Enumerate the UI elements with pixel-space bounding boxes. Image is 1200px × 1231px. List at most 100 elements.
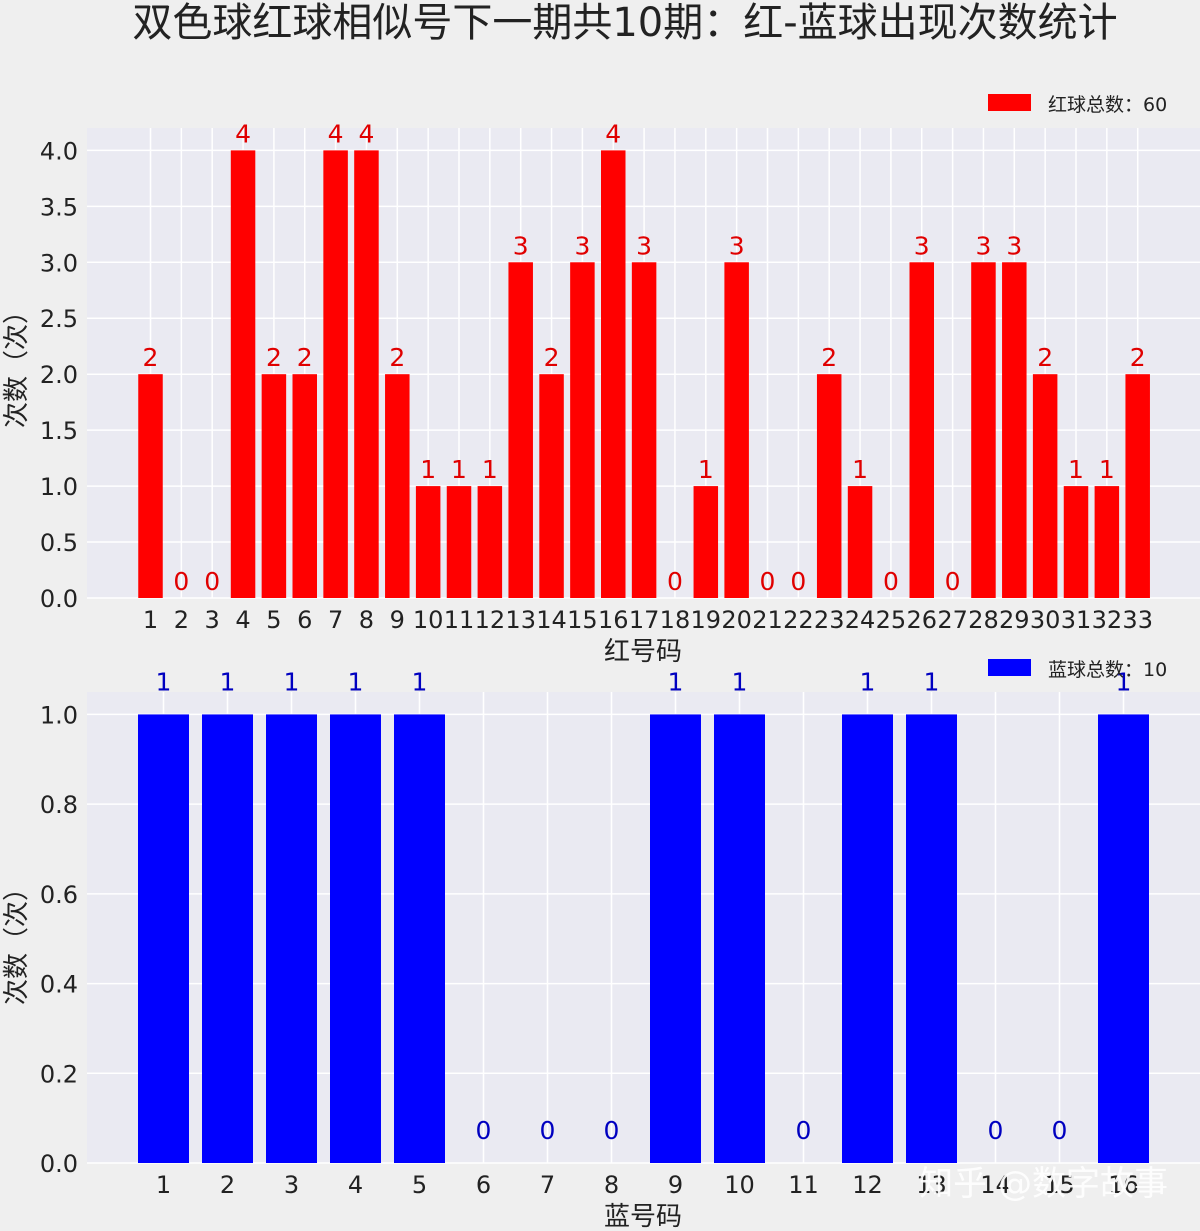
x-tick-label: 4 [235, 606, 250, 634]
bar-value-label: 0 [540, 1116, 556, 1145]
bar-value-label: 1 [348, 667, 364, 696]
bar-value-label: 2 [1130, 343, 1146, 372]
bar-13 [906, 714, 957, 1163]
bar-value-label: 2 [266, 343, 282, 372]
bar-9 [385, 374, 410, 598]
bar-14 [539, 374, 564, 598]
legend-swatch [988, 659, 1031, 676]
bar-value-label: 1 [924, 667, 940, 696]
bar-5 [394, 714, 445, 1163]
chart-title: 双色球红球相似号下一期共10期：红-蓝球出现次数统计 [132, 0, 1117, 46]
bar-value-label: 1 [668, 667, 684, 696]
bar-5 [261, 374, 287, 598]
x-axis-label: 红号码 [604, 637, 682, 667]
bar-value-label: 1 [852, 455, 868, 484]
x-tick-label: 18 [660, 606, 691, 634]
bar-2 [202, 714, 253, 1163]
bar-value-label: 4 [358, 119, 374, 148]
bar-value-label: 0 [760, 567, 776, 596]
bar-value-label: 3 [975, 231, 991, 260]
bar-value-label: 0 [988, 1116, 1004, 1145]
bar-16 [1098, 714, 1149, 1163]
bar-value-label: 4 [328, 119, 344, 148]
y-tick-label: 0.0 [40, 1150, 78, 1178]
x-tick-label: 11 [788, 1171, 819, 1199]
watermark: 知乎 @数字故事 [919, 1164, 1168, 1204]
x-tick-label: 7 [540, 1171, 555, 1199]
x-tick-label: 10 [413, 606, 444, 634]
y-tick-label: 2.0 [40, 361, 78, 389]
bar-28 [971, 262, 996, 598]
x-tick-label: 6 [476, 1171, 491, 1199]
bar-value-label: 0 [1052, 1116, 1068, 1145]
x-tick-label: 5 [412, 1171, 427, 1199]
bar-value-label: 0 [173, 567, 189, 596]
bar-value-label: 1 [698, 455, 714, 484]
y-tick-label: 0.0 [40, 585, 78, 613]
x-tick-label: 13 [505, 606, 536, 634]
x-tick-label: 10 [724, 1171, 755, 1199]
x-tick-label: 16 [1108, 1171, 1139, 1199]
x-tick-label: 20 [721, 606, 752, 634]
x-tick-label: 12 [852, 1171, 883, 1199]
x-tick-label: 17 [629, 606, 660, 634]
bar-29 [1002, 262, 1027, 598]
x-tick-label: 27 [937, 606, 968, 634]
bar-value-label: 2 [297, 343, 313, 372]
bar-value-label: 0 [883, 567, 899, 596]
y-tick-label: 0.5 [40, 529, 78, 557]
x-tick-label: 26 [906, 606, 937, 634]
bar-value-label: 4 [605, 119, 621, 148]
bar-value-label: 1 [1099, 455, 1115, 484]
bar-1 [138, 714, 189, 1163]
bar-15 [570, 262, 595, 598]
bar-value-label: 4 [235, 119, 251, 148]
y-axis-label: 次数（次） [2, 298, 32, 428]
x-tick-label: 12 [475, 606, 506, 634]
bar-value-label: 1 [1068, 455, 1084, 484]
x-tick-label: 9 [390, 606, 405, 634]
x-tick-label: 30 [1030, 606, 1061, 634]
bar-19 [693, 486, 719, 598]
bar-12 [477, 486, 503, 598]
bar-31 [1063, 486, 1089, 598]
x-tick-label: 11 [444, 606, 475, 634]
bar-26 [909, 262, 934, 598]
bar-value-label: 3 [729, 231, 745, 260]
x-tick-label: 8 [359, 606, 374, 634]
bar-6 [292, 374, 317, 598]
blue-ball-panel: 0.00.20.40.60.81.01112131415060708191100… [2, 659, 1200, 1231]
bar-value-label: 2 [544, 343, 560, 372]
x-tick-label: 33 [1122, 606, 1153, 634]
x-tick-label: 13 [916, 1171, 947, 1199]
x-tick-label: 32 [1092, 606, 1123, 634]
y-tick-label: 0.4 [40, 971, 78, 999]
bar-value-label: 0 [667, 567, 683, 596]
bar-value-label: 0 [204, 567, 220, 596]
bar-value-label: 3 [513, 231, 529, 260]
bar-23 [816, 374, 842, 598]
bar-value-label: 0 [945, 567, 961, 596]
bar-11 [446, 486, 472, 598]
bar-value-label: 0 [796, 1116, 812, 1145]
x-tick-label: 8 [604, 1171, 619, 1199]
bar-33 [1125, 374, 1150, 598]
bar-value-label: 1 [482, 455, 498, 484]
bar-value-label: 0 [790, 567, 806, 596]
bar-10 [714, 714, 765, 1163]
x-tick-label: 29 [999, 606, 1030, 634]
bar-value-label: 3 [636, 231, 652, 260]
legend-label: 蓝球总数：10 [1048, 659, 1167, 681]
y-tick-label: 1.0 [40, 701, 78, 729]
bar-value-label: 1 [451, 455, 467, 484]
y-tick-label: 0.2 [40, 1060, 78, 1088]
bar-32 [1094, 486, 1120, 598]
y-axis-label: 次数（次） [2, 875, 32, 1005]
x-tick-label: 25 [876, 606, 907, 634]
bar-17 [631, 262, 657, 598]
bar-4 [330, 714, 381, 1163]
bar-20 [724, 262, 749, 598]
x-axis-label: 蓝号码 [604, 1202, 682, 1231]
bar-value-label: 0 [604, 1116, 620, 1145]
